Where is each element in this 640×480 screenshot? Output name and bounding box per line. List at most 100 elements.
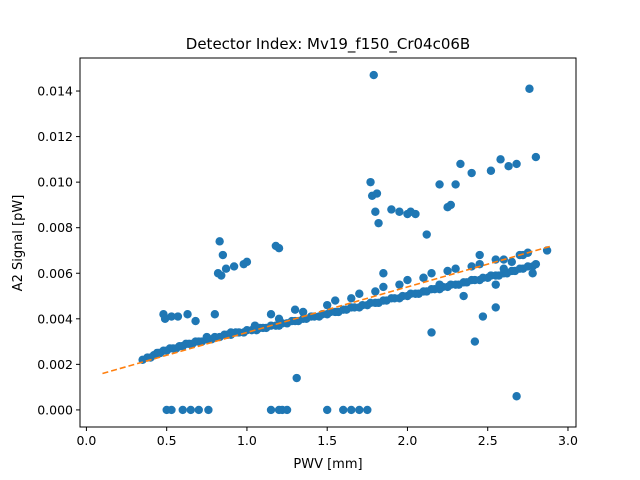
data-point bbox=[512, 392, 521, 401]
data-point bbox=[499, 264, 508, 273]
data-point bbox=[347, 405, 356, 415]
data-point bbox=[271, 241, 281, 251]
data-point bbox=[178, 405, 187, 415]
fit-line bbox=[102, 245, 553, 375]
data-point bbox=[387, 205, 396, 214]
data-point bbox=[507, 257, 516, 267]
data-point bbox=[467, 168, 476, 178]
data-point bbox=[323, 405, 332, 415]
data-point bbox=[435, 180, 444, 189]
data-point bbox=[178, 341, 187, 351]
data-point bbox=[427, 269, 436, 278]
data-point bbox=[372, 189, 382, 198]
y-tick-label: 0.002 bbox=[37, 357, 73, 372]
data-point bbox=[419, 273, 428, 283]
data-point bbox=[478, 312, 488, 321]
data-point bbox=[229, 262, 239, 271]
data-point bbox=[422, 230, 431, 239]
data-point bbox=[491, 280, 500, 289]
data-point bbox=[292, 373, 301, 383]
data-point bbox=[403, 275, 412, 285]
data-point bbox=[512, 159, 521, 169]
data-point bbox=[160, 314, 170, 324]
data-point bbox=[395, 207, 404, 216]
data-point bbox=[274, 314, 284, 324]
data-point bbox=[323, 300, 332, 310]
data-point bbox=[242, 257, 252, 267]
y-tick-label: 0.006 bbox=[37, 266, 73, 281]
x-tick-label: 3.0 bbox=[558, 433, 578, 448]
data-point bbox=[215, 237, 224, 246]
data-point bbox=[167, 312, 176, 321]
data-point bbox=[183, 310, 192, 319]
data-point bbox=[331, 296, 340, 305]
data-point bbox=[363, 405, 372, 415]
data-point bbox=[298, 307, 308, 317]
data-point bbox=[366, 177, 375, 187]
data-point bbox=[266, 405, 276, 415]
y-tick-label: 0.004 bbox=[37, 311, 73, 326]
data-point bbox=[486, 166, 496, 175]
y-tick-label: 0.012 bbox=[37, 129, 73, 144]
data-point bbox=[226, 328, 236, 337]
data-point bbox=[411, 209, 420, 219]
axes-frame bbox=[79, 57, 577, 428]
data-point bbox=[491, 303, 500, 312]
x-axis: 0.0 0.5 1.0 1.5 2.0 2.5 3.0 bbox=[76, 427, 578, 448]
data-point bbox=[194, 405, 203, 415]
data-point bbox=[213, 269, 223, 278]
chart-title: Detector Index: Mv19_f150_Cr04c06B bbox=[186, 35, 470, 54]
data-point bbox=[459, 291, 468, 301]
y-tick-label: 0.014 bbox=[37, 84, 73, 99]
x-tick-label: 2.0 bbox=[398, 433, 418, 448]
data-point bbox=[266, 310, 276, 319]
data-point bbox=[355, 405, 364, 415]
data-point bbox=[374, 218, 383, 228]
data-point bbox=[173, 312, 183, 321]
data-point bbox=[531, 259, 541, 269]
data-point bbox=[451, 180, 460, 189]
data-point bbox=[371, 207, 380, 216]
plot-area bbox=[102, 70, 553, 415]
data-point bbox=[456, 159, 465, 169]
data-point bbox=[186, 405, 195, 415]
data-point bbox=[210, 310, 220, 319]
data-point bbox=[347, 294, 356, 303]
y-tick-label: 0.010 bbox=[37, 175, 73, 190]
data-point bbox=[371, 287, 380, 296]
data-point bbox=[531, 152, 541, 162]
data-point bbox=[204, 405, 213, 415]
data-point bbox=[218, 250, 228, 260]
data-point bbox=[496, 155, 505, 164]
data-point bbox=[427, 328, 436, 337]
y-tick-label: 0.000 bbox=[37, 402, 73, 417]
y-tick-label: 0.008 bbox=[37, 220, 73, 235]
data-point bbox=[528, 269, 537, 278]
data-point bbox=[470, 337, 480, 346]
data-point bbox=[250, 321, 260, 330]
data-point bbox=[435, 280, 444, 289]
data-point bbox=[379, 282, 388, 292]
x-tick-label: 1.0 bbox=[237, 433, 257, 448]
data-point bbox=[525, 84, 534, 93]
y-axis-label: A2 Signal [pW] bbox=[11, 195, 26, 292]
x-axis-label: PWV [mm] bbox=[293, 457, 362, 472]
data-point bbox=[202, 332, 212, 342]
data-point bbox=[167, 405, 176, 415]
data-point bbox=[446, 200, 455, 210]
x-tick-label: 1.5 bbox=[317, 433, 337, 448]
data-point bbox=[369, 70, 378, 80]
data-point bbox=[154, 348, 163, 358]
x-tick-label: 0.0 bbox=[76, 433, 96, 448]
x-tick-label: 2.5 bbox=[478, 433, 498, 448]
data-point bbox=[504, 161, 513, 171]
data-point bbox=[443, 266, 452, 276]
x-tick-label: 0.5 bbox=[157, 433, 177, 448]
data-point bbox=[518, 250, 528, 260]
data-point bbox=[290, 305, 300, 314]
y-axis: 0.000 0.002 0.004 0.006 0.008 0.010 0.012 0.014 bbox=[37, 84, 80, 417]
data-point bbox=[282, 405, 292, 415]
data-point bbox=[451, 264, 460, 273]
data-point bbox=[379, 269, 388, 278]
